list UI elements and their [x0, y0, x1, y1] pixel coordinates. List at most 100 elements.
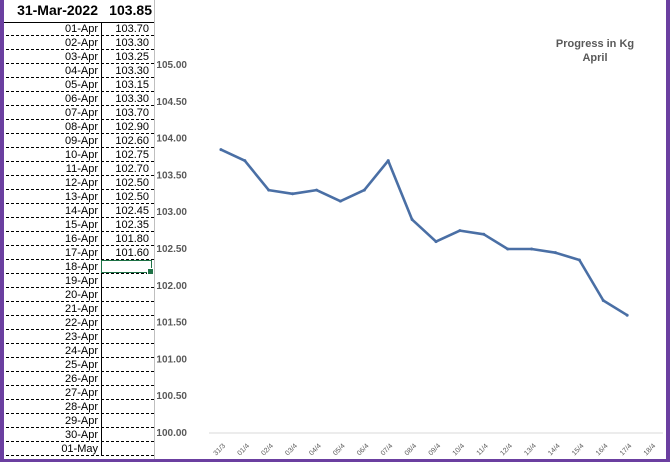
date-cell[interactable]: 04-Apr: [64, 65, 98, 77]
data-point[interactable]: [601, 299, 605, 303]
data-point[interactable]: [577, 258, 581, 262]
date-cell[interactable]: 21-Apr: [64, 303, 98, 315]
weight-cell[interactable]: 103.25: [115, 51, 149, 63]
date-cell[interactable]: 14-Apr: [64, 205, 98, 217]
weight-cell[interactable]: 103.15: [115, 79, 149, 91]
data-point[interactable]: [243, 159, 247, 163]
table-row[interactable]: 26-Apr: [4, 372, 154, 386]
weight-cell[interactable]: 101.80: [115, 233, 149, 245]
data-point[interactable]: [410, 218, 414, 222]
date-cell[interactable]: 05-Apr: [64, 79, 98, 91]
date-cell[interactable]: 25-Apr: [64, 359, 98, 371]
table-row[interactable]: 13-Apr 102.50: [4, 190, 154, 204]
date-cell[interactable]: 09-Apr: [64, 135, 98, 147]
table-row[interactable]: 28-Apr: [4, 400, 154, 414]
date-cell[interactable]: 06-Apr: [64, 93, 98, 105]
weight-cell[interactable]: [102, 372, 149, 386]
date-cell[interactable]: 28-Apr: [64, 401, 98, 413]
date-cell[interactable]: 30-Apr: [64, 429, 98, 441]
selected-cell[interactable]: [101, 260, 154, 275]
data-point[interactable]: [458, 229, 462, 233]
data-point[interactable]: [482, 232, 486, 236]
data-point[interactable]: [506, 247, 510, 251]
date-cell[interactable]: 17-Apr: [64, 247, 98, 259]
data-point[interactable]: [625, 313, 629, 317]
data-point[interactable]: [291, 192, 295, 196]
weight-cell[interactable]: [102, 330, 149, 344]
weight-cell[interactable]: 102.75: [115, 149, 149, 161]
date-cell[interactable]: 16-Apr: [64, 233, 98, 245]
weight-cell[interactable]: [102, 288, 149, 302]
data-point[interactable]: [530, 247, 534, 251]
weight-cell[interactable]: [102, 428, 149, 442]
date-cell[interactable]: 11-Apr: [65, 163, 98, 175]
weight-cell[interactable]: 103.70: [115, 23, 149, 35]
date-cell[interactable]: 22-Apr: [64, 317, 98, 329]
table-row[interactable]: 25-Apr: [4, 358, 154, 372]
table-row[interactable]: 29-Apr: [4, 414, 154, 428]
date-cell[interactable]: 18-Apr: [64, 261, 98, 273]
data-point[interactable]: [267, 188, 271, 192]
table-row[interactable]: 02-Apr 103.30: [4, 36, 154, 50]
date-cell[interactable]: 15-Apr: [64, 219, 98, 231]
table-row[interactable]: 23-Apr: [4, 330, 154, 344]
table-row[interactable]: 17-Apr 101.60: [4, 246, 154, 260]
date-cell[interactable]: 10-Apr: [64, 149, 98, 161]
weight-cell[interactable]: [102, 274, 149, 288]
date-cell[interactable]: 01-Apr: [64, 23, 98, 35]
weight-cell[interactable]: [102, 302, 149, 316]
data-point[interactable]: [338, 199, 342, 203]
table-row[interactable]: 08-Apr 102.90: [4, 120, 154, 134]
table-row[interactable]: 14-Apr 102.45: [4, 204, 154, 218]
weight-cell[interactable]: [102, 400, 149, 414]
table-row[interactable]: 22-Apr: [4, 316, 154, 330]
fill-handle[interactable]: [147, 268, 154, 275]
weight-cell[interactable]: 103.70: [115, 107, 149, 119]
data-point[interactable]: [362, 188, 366, 192]
date-cell[interactable]: 27-Apr: [64, 387, 98, 399]
date-cell[interactable]: 19-Apr: [64, 275, 98, 287]
table-row[interactable]: 20-Apr: [4, 288, 154, 302]
start-date-cell[interactable]: 31-Mar-2022: [17, 2, 98, 18]
weight-cell[interactable]: 103.30: [115, 93, 149, 105]
date-cell[interactable]: 29-Apr: [64, 415, 98, 427]
table-row[interactable]: 01-Apr 103.70: [4, 22, 154, 36]
weight-cell[interactable]: 102.50: [115, 191, 149, 203]
weight-cell[interactable]: 101.60: [115, 247, 149, 259]
weight-cell[interactable]: [102, 442, 149, 456]
table-row[interactable]: 15-Apr 102.35: [4, 218, 154, 232]
table-row[interactable]: 05-Apr 103.15: [4, 78, 154, 92]
table-row[interactable]: 21-Apr: [4, 302, 154, 316]
date-cell[interactable]: 07-Apr: [64, 107, 98, 119]
weight-cell[interactable]: [102, 358, 149, 372]
table-row[interactable]: 11-Apr 102.70: [4, 162, 154, 176]
table-row[interactable]: 01-May: [4, 442, 154, 456]
date-cell[interactable]: 13-Apr: [64, 191, 98, 203]
date-cell[interactable]: 02-Apr: [64, 37, 98, 49]
weight-cell[interactable]: [102, 316, 149, 330]
start-weight-cell[interactable]: 103.85: [109, 2, 152, 18]
date-cell[interactable]: 24-Apr: [64, 345, 98, 357]
weight-cell[interactable]: [102, 414, 149, 428]
header-row[interactable]: 31-Mar-2022 103.85: [4, 0, 154, 23]
line-chart[interactable]: Progress in Kg April 100.00 100.50 101.00 1…: [154, 0, 666, 459]
date-cell[interactable]: 26-Apr: [64, 373, 98, 385]
date-cell[interactable]: 20-Apr: [64, 289, 98, 301]
data-point[interactable]: [434, 240, 438, 244]
weight-cell[interactable]: 102.50: [115, 177, 149, 189]
table-row[interactable]: 12-Apr 102.50: [4, 176, 154, 190]
series-line[interactable]: [219, 148, 629, 317]
table-row[interactable]: 04-Apr 103.30: [4, 64, 154, 78]
weight-cell[interactable]: 103.30: [115, 65, 149, 77]
table-row[interactable]: 19-Apr: [4, 274, 154, 288]
date-cell[interactable]: 03-Apr: [64, 51, 98, 63]
table-row[interactable]: 27-Apr: [4, 386, 154, 400]
data-point[interactable]: [315, 188, 319, 192]
spreadsheet-area[interactable]: 31-Mar-2022 103.85 01-Apr 103.70 02-Apr 103…: [4, 0, 154, 462]
weight-cell[interactable]: 102.70: [115, 163, 149, 175]
table-row[interactable]: 07-Apr 103.70: [4, 106, 154, 120]
weight-cell[interactable]: 102.60: [115, 135, 149, 147]
table-row[interactable]: 06-Apr 103.30: [4, 92, 154, 106]
weight-cell[interactable]: [102, 386, 149, 400]
date-cell[interactable]: 23-Apr: [64, 331, 98, 343]
